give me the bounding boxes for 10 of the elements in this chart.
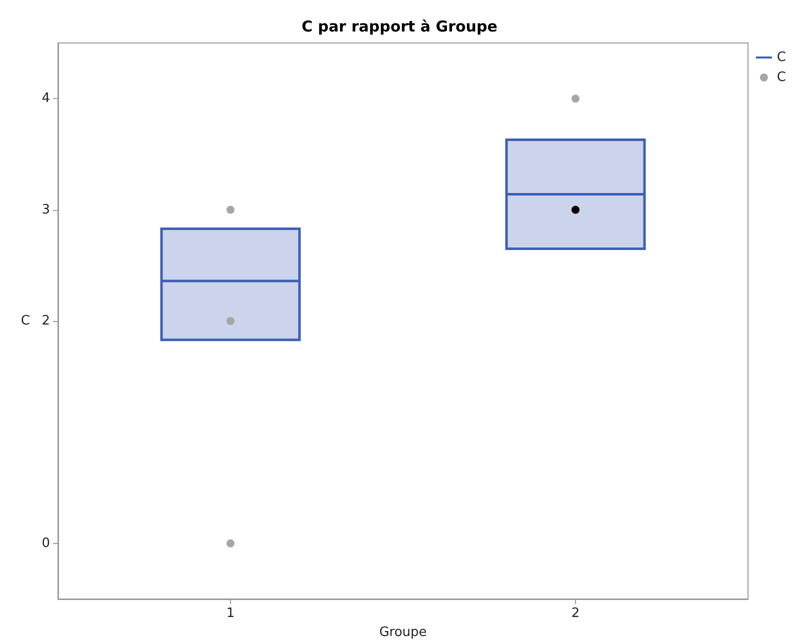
legend-label: C <box>776 70 786 85</box>
y-tick-label: 0 <box>42 536 50 551</box>
y-tick-label: 3 <box>42 202 50 218</box>
y-tick-label: 4 <box>42 91 50 106</box>
chart-title: C par rapport à Groupe <box>302 18 498 36</box>
x-axis-title: Groupe <box>379 625 427 640</box>
x-tick-label: 1 <box>226 606 235 621</box>
y-tick-label: 2 <box>42 314 50 328</box>
legend-label: C <box>776 50 786 65</box>
y-axis-title: C <box>20 314 30 328</box>
